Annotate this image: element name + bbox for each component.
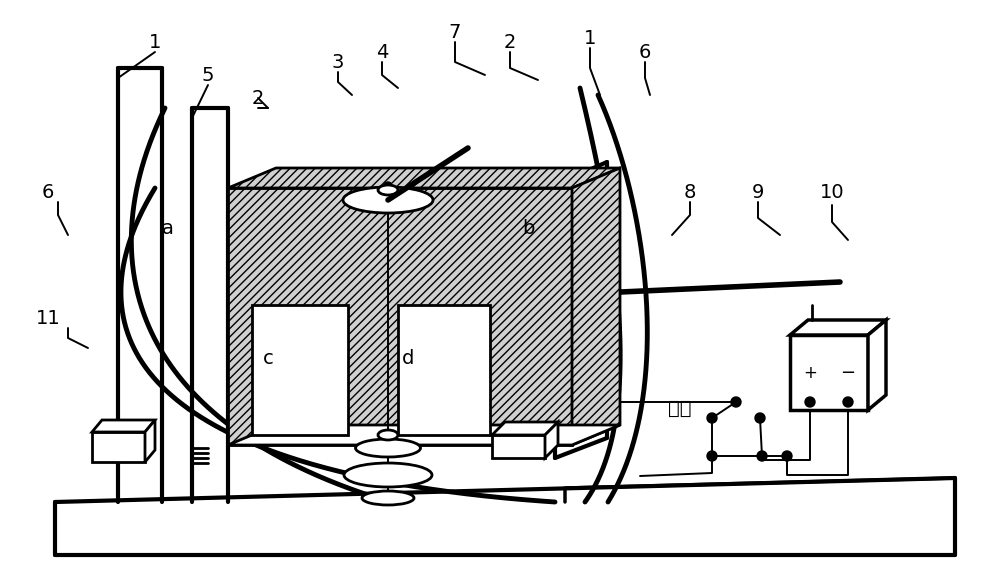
Polygon shape [145, 420, 155, 462]
Ellipse shape [344, 463, 432, 487]
Polygon shape [398, 305, 490, 435]
Text: 5: 5 [202, 65, 214, 85]
Polygon shape [492, 435, 545, 458]
Text: 8: 8 [684, 183, 696, 201]
Text: 11: 11 [36, 308, 60, 328]
Text: c: c [263, 348, 273, 368]
Text: 6: 6 [42, 183, 54, 201]
Polygon shape [92, 420, 155, 432]
Circle shape [384, 182, 392, 190]
Text: 2: 2 [504, 32, 516, 52]
Text: 1: 1 [149, 32, 161, 52]
Text: d: d [402, 348, 414, 368]
Text: −: − [840, 364, 856, 382]
Ellipse shape [356, 439, 420, 457]
Polygon shape [228, 168, 620, 188]
Text: a: a [162, 218, 174, 237]
Polygon shape [92, 432, 145, 462]
Circle shape [843, 397, 853, 407]
Circle shape [707, 451, 717, 461]
Text: 2: 2 [252, 89, 264, 108]
Circle shape [731, 397, 741, 407]
Circle shape [805, 397, 815, 407]
Polygon shape [492, 422, 558, 435]
Text: 9: 9 [752, 183, 764, 201]
Circle shape [707, 413, 717, 423]
Circle shape [384, 431, 392, 439]
Polygon shape [252, 305, 348, 435]
Text: 7: 7 [449, 23, 461, 42]
Text: 10: 10 [820, 183, 844, 201]
Text: 4: 4 [376, 43, 388, 61]
Circle shape [782, 451, 792, 461]
Ellipse shape [378, 185, 398, 195]
Polygon shape [545, 422, 558, 458]
Text: 开关: 开关 [668, 398, 692, 418]
Text: +: + [803, 364, 817, 382]
Polygon shape [228, 425, 620, 445]
Text: 6: 6 [639, 43, 651, 61]
Ellipse shape [343, 187, 433, 213]
Text: 3: 3 [332, 52, 344, 72]
Text: b: b [522, 218, 534, 237]
Polygon shape [228, 188, 572, 445]
Polygon shape [790, 335, 868, 410]
Text: 1: 1 [584, 28, 596, 47]
Ellipse shape [378, 430, 398, 440]
Polygon shape [790, 320, 886, 335]
Circle shape [755, 413, 765, 423]
Ellipse shape [362, 491, 414, 505]
Circle shape [757, 451, 767, 461]
Polygon shape [868, 320, 886, 410]
Polygon shape [572, 168, 620, 445]
